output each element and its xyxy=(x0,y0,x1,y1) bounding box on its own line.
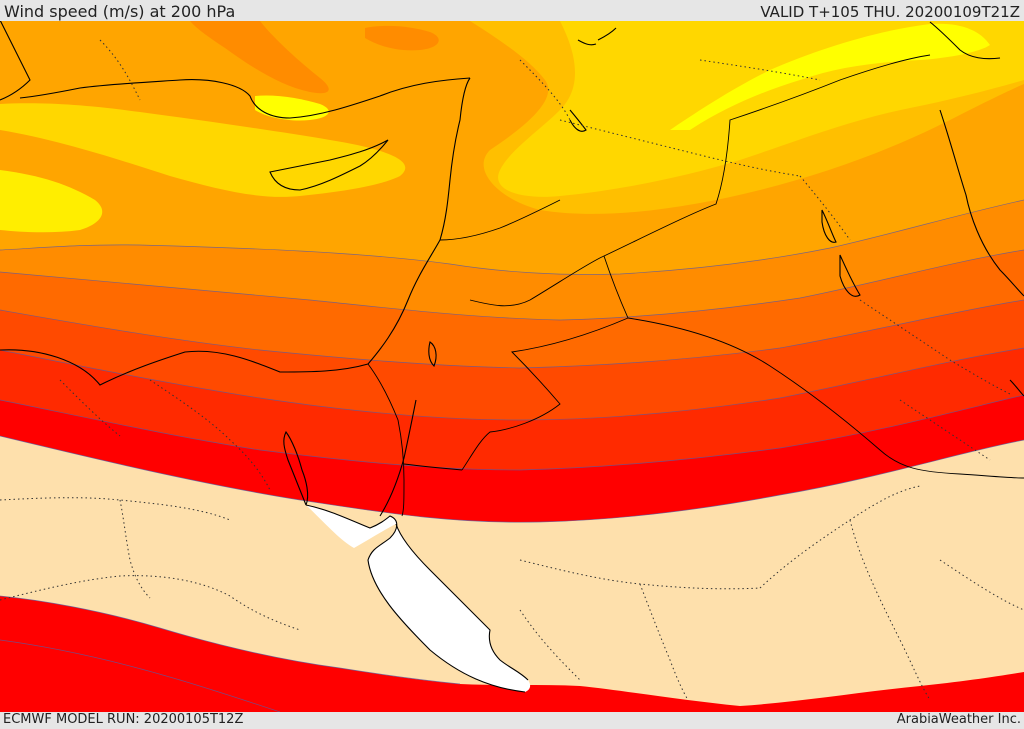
wind-band-south-red xyxy=(0,596,1024,712)
red-sea xyxy=(306,505,531,692)
wind-band-yellow-cyprus xyxy=(255,95,329,121)
wind-contours xyxy=(0,199,1024,712)
map-canvas xyxy=(0,21,1024,712)
coastlines xyxy=(0,21,1024,693)
wind-band-north-streak xyxy=(190,21,329,94)
valid-time-label: VALID T+105 THU. 20200109T21Z xyxy=(760,3,1020,21)
borders xyxy=(367,54,1024,517)
wind-band-light-gold-west xyxy=(0,170,103,233)
footer-bar: ECMWF MODEL RUN: 20200105T12Z ArabiaWeat… xyxy=(0,712,1024,729)
credit-label: ArabiaWeather Inc. xyxy=(896,712,1021,727)
model-run-label: ECMWF MODEL RUN: 20200105T12Z xyxy=(3,712,244,727)
wind-band-north-streak-2 xyxy=(365,25,439,51)
admin-boundaries xyxy=(0,39,1024,701)
wind-band-yellow xyxy=(670,23,990,130)
wind-speed-map[interactable] xyxy=(0,21,1024,712)
wind-band-gold xyxy=(498,21,1024,197)
map-title: Wind speed (m/s) at 200 hPa xyxy=(4,2,236,21)
title-bar: Wind speed (m/s) at 200 hPa VALID T+105 … xyxy=(0,0,1024,21)
wind-band-gold-west xyxy=(0,103,406,197)
